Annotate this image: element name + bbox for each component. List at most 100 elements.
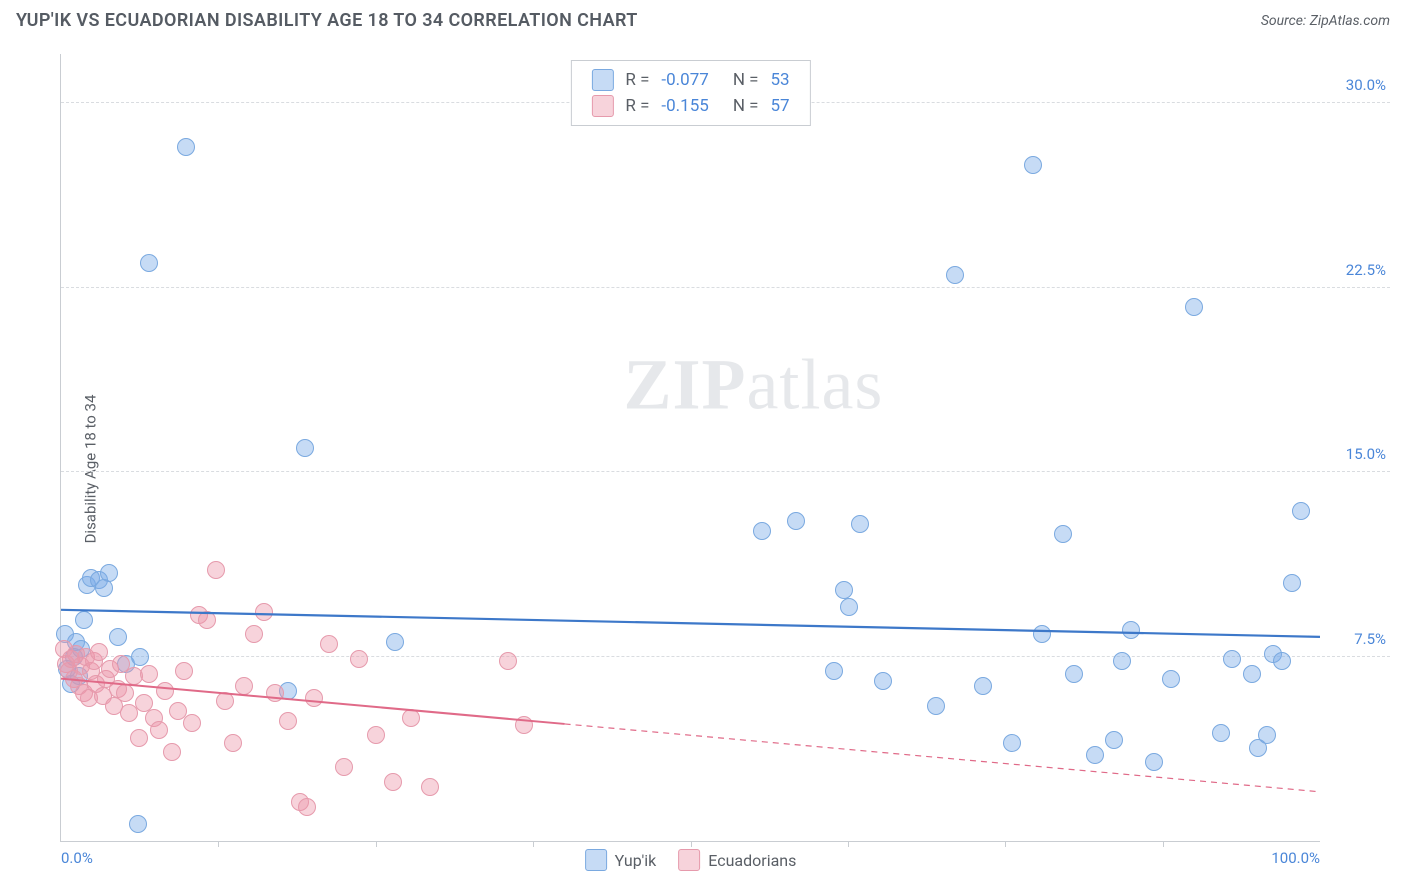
plot-region: ZIPatlas R = -0.077 N = 53 R = -0.155 N …: [60, 54, 1320, 842]
data-point-ecuadorians: [367, 726, 385, 744]
data-point-yupik: [1185, 298, 1203, 316]
x-tick: [1005, 841, 1006, 847]
series-legend: Yup'ik Ecuadorians: [585, 849, 797, 871]
data-point-yupik: [1283, 574, 1301, 592]
gridline: [61, 656, 1390, 657]
swatch-yupik: [591, 69, 613, 91]
data-point-yupik: [1086, 746, 1104, 764]
data-point-ecuadorians: [335, 758, 353, 776]
data-point-ecuadorians: [130, 729, 148, 747]
data-point-ecuadorians: [175, 662, 193, 680]
data-point-yupik: [1212, 724, 1230, 742]
data-point-ecuadorians: [156, 682, 174, 700]
data-point-yupik: [1258, 726, 1276, 744]
y-tick-label: 30.0%: [1346, 76, 1386, 94]
data-point-yupik: [1054, 525, 1072, 543]
x-tick-label-max: 100.0%: [1271, 849, 1320, 867]
data-point-yupik: [296, 439, 314, 457]
data-point-yupik: [787, 512, 805, 530]
data-point-yupik: [1024, 156, 1042, 174]
data-point-yupik: [851, 515, 869, 533]
swatch-ecuadorians-bottom: [678, 849, 700, 871]
data-point-yupik: [1292, 502, 1310, 520]
data-point-yupik: [1033, 625, 1051, 643]
y-tick-label: 22.5%: [1346, 261, 1386, 279]
data-point-yupik: [1105, 731, 1123, 749]
data-point-ecuadorians: [224, 734, 242, 752]
watermark-atlas: atlas: [746, 344, 883, 424]
y-tick-label: 15.0%: [1346, 445, 1386, 463]
trend-lines: [61, 54, 1320, 841]
data-point-yupik: [1273, 652, 1291, 670]
x-tick-label-min: 0.0%: [61, 849, 93, 867]
data-point-ecuadorians: [320, 635, 338, 653]
data-point-ecuadorians: [350, 650, 368, 668]
data-point-ecuadorians: [163, 743, 181, 761]
data-point-ecuadorians: [216, 692, 234, 710]
data-point-ecuadorians: [402, 709, 420, 727]
data-point-ecuadorians: [116, 684, 134, 702]
data-point-yupik: [1003, 734, 1021, 752]
correlation-legend: R = -0.077 N = 53 R = -0.155 N = 57: [570, 60, 810, 126]
data-point-yupik: [177, 138, 195, 156]
swatch-ecuadorians: [591, 95, 613, 117]
data-point-yupik: [874, 672, 892, 690]
legend-row-yupik: R = -0.077 N = 53: [585, 67, 795, 93]
legend-label-ecuadorians: Ecuadorians: [708, 851, 796, 870]
data-point-ecuadorians: [90, 643, 108, 661]
data-point-ecuadorians: [255, 603, 273, 621]
data-point-ecuadorians: [207, 561, 225, 579]
legend-item-yupik: Yup'ik: [585, 849, 657, 871]
data-point-yupik: [835, 581, 853, 599]
chart-area: Disability Age 18 to 34 ZIPatlas R = -0.…: [16, 46, 1390, 892]
chart-title: YUP'IK VS ECUADORIAN DISABILITY AGE 18 T…: [16, 10, 638, 31]
data-point-yupik: [100, 564, 118, 582]
data-point-ecuadorians: [140, 665, 158, 683]
r-value-yupik: -0.077: [655, 67, 714, 93]
data-point-yupik: [129, 815, 147, 833]
data-point-ecuadorians: [235, 677, 253, 695]
gridline: [61, 287, 1390, 288]
data-point-ecuadorians: [384, 773, 402, 791]
data-point-yupik: [1162, 670, 1180, 688]
data-point-ecuadorians: [499, 652, 517, 670]
data-point-yupik: [109, 628, 127, 646]
data-point-yupik: [1113, 652, 1131, 670]
data-point-yupik: [1065, 665, 1083, 683]
n-value-ecuadorians: 57: [765, 93, 796, 119]
correlation-legend-table: R = -0.077 N = 53 R = -0.155 N = 57: [585, 67, 795, 119]
y-tick-label: 7.5%: [1354, 630, 1386, 648]
data-point-ecuadorians: [198, 611, 216, 629]
data-point-yupik: [75, 611, 93, 629]
data-point-yupik: [131, 648, 149, 666]
legend-label-yupik: Yup'ik: [615, 851, 657, 870]
data-point-yupik: [140, 254, 158, 272]
data-point-ecuadorians: [183, 714, 201, 732]
chart-header: YUP'IK VS ECUADORIAN DISABILITY AGE 18 T…: [0, 0, 1406, 37]
watermark: ZIPatlas: [623, 343, 883, 426]
data-point-yupik: [1145, 753, 1163, 771]
r-label: R =: [619, 93, 655, 119]
x-tick: [848, 841, 849, 847]
n-label: N =: [727, 67, 765, 93]
data-point-ecuadorians: [279, 712, 297, 730]
data-point-ecuadorians: [305, 689, 323, 707]
data-point-ecuadorians: [245, 625, 263, 643]
data-point-ecuadorians: [150, 721, 168, 739]
gridline: [61, 471, 1390, 472]
legend-item-ecuadorians: Ecuadorians: [678, 849, 796, 871]
data-point-yupik: [1122, 621, 1140, 639]
n-value-yupik: 53: [765, 67, 796, 93]
data-point-yupik: [840, 598, 858, 616]
x-tick: [218, 841, 219, 847]
source-prefix: Source:: [1261, 13, 1310, 29]
data-point-yupik: [753, 522, 771, 540]
trendline-ecuadorians-extrapolated: [565, 724, 1320, 792]
source-label: Source: ZipAtlas.com: [1261, 13, 1390, 29]
data-point-yupik: [927, 697, 945, 715]
data-point-ecuadorians: [298, 798, 316, 816]
data-point-yupik: [974, 677, 992, 695]
legend-row-ecuadorians: R = -0.155 N = 57: [585, 93, 795, 119]
x-tick: [533, 841, 534, 847]
x-tick: [1163, 841, 1164, 847]
